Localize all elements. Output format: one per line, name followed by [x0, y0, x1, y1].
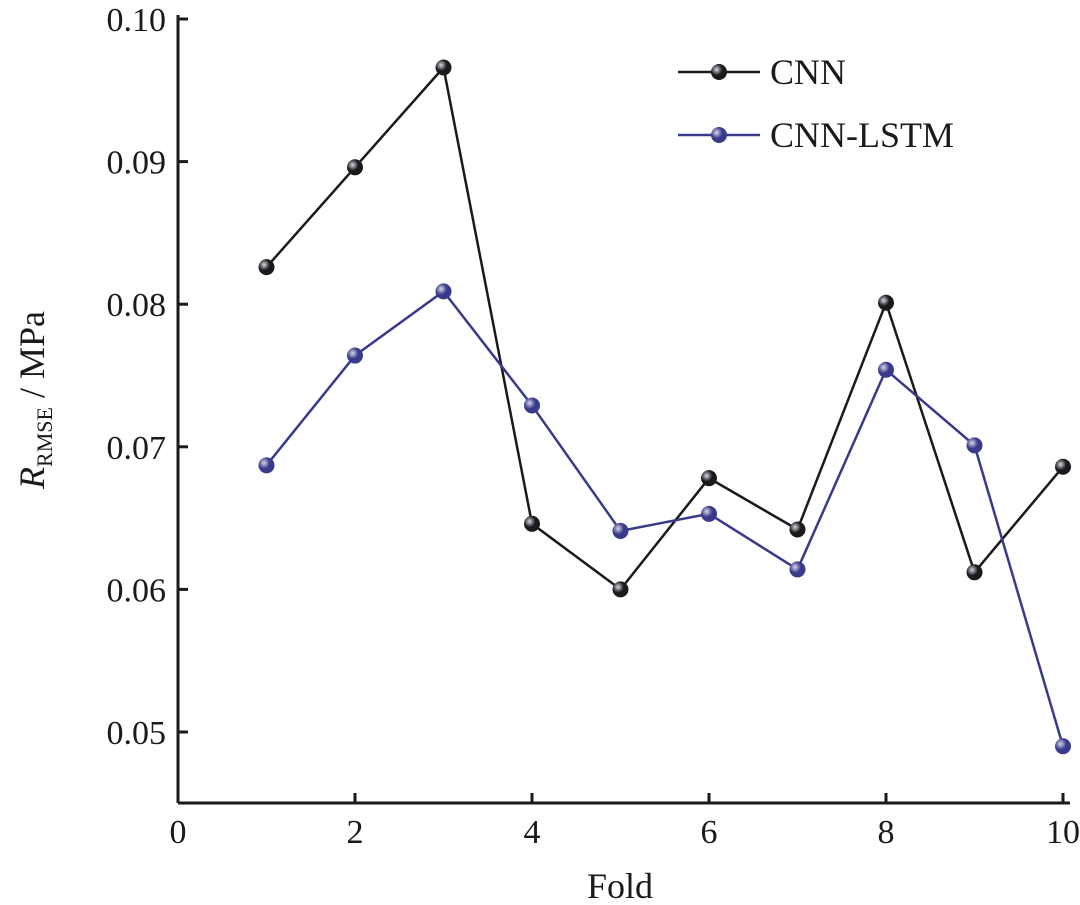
y-tick-label: 0.10 [107, 2, 167, 39]
x-tick-label: 6 [701, 814, 718, 851]
data-point-cnn-lstm [966, 437, 983, 454]
y-tick-label: 0.07 [107, 430, 167, 467]
data-point-cnn [612, 581, 629, 598]
x-tick-label: 10 [1046, 814, 1080, 851]
y-axis-label-main: R [12, 467, 52, 490]
data-point-cnn [789, 521, 806, 538]
legend-marker [711, 64, 727, 80]
data-point-cnn-lstm [1055, 738, 1071, 755]
data-point-cnn [966, 564, 983, 581]
x-axis-label: Fold [587, 866, 653, 905]
y-axis-label-unit: / MPa [12, 311, 52, 407]
series-line-cnn-lstm [265, 289, 1065, 747]
data-point-cnn-lstm [524, 397, 540, 414]
legend-label: CNN [770, 52, 846, 92]
series-marks [258, 59, 1071, 755]
data-point-cnn [347, 159, 363, 176]
data-point-cnn [878, 294, 894, 311]
y-axis-label: RRMSE / MPa [12, 311, 57, 490]
x-tick-label: 2 [347, 814, 364, 851]
data-point-cnn [1055, 458, 1071, 475]
data-point-cnn-lstm [347, 347, 363, 364]
data-point-cnn-lstm [435, 283, 452, 300]
data-point-cnn-lstm [789, 561, 806, 578]
legend-label: CNN-LSTM [770, 115, 954, 155]
axes: 0.05 0.06 0.07 0.08 0.09 0.10 0 2 4 6 8 10 [107, 2, 1080, 851]
x-tick-label: 0 [170, 814, 187, 851]
data-point-cnn-lstm [878, 361, 894, 378]
y-axis-label-sub: RMSE [32, 407, 57, 467]
y-tick-label: 0.05 [107, 715, 167, 752]
y-tick-label: 0.09 [107, 145, 167, 182]
legend-marker [711, 127, 727, 143]
data-point-cnn-lstm [258, 457, 275, 474]
y-tick-label: 0.08 [107, 287, 167, 324]
y-tick-label: 0.06 [107, 572, 167, 609]
series-line-cnn [265, 64, 1064, 592]
data-point-cnn [258, 259, 275, 276]
data-point-cnn [701, 470, 717, 487]
legend: CNN CNN-LSTM [678, 52, 954, 155]
x-tick-label: 8 [878, 814, 895, 851]
data-point-cnn [435, 59, 452, 76]
data-point-cnn-lstm [612, 522, 629, 539]
data-point-cnn [524, 515, 540, 532]
x-tick-label: 4 [524, 814, 541, 851]
data-point-cnn-lstm [701, 505, 717, 522]
